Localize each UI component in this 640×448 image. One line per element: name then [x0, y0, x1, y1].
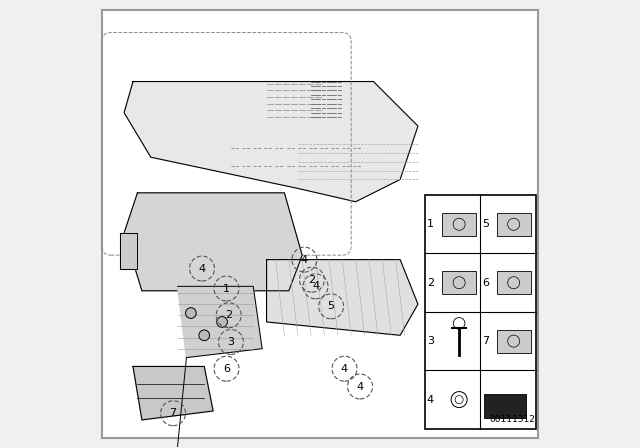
Polygon shape — [124, 193, 302, 291]
FancyBboxPatch shape — [442, 271, 476, 294]
FancyBboxPatch shape — [484, 394, 525, 418]
FancyBboxPatch shape — [102, 10, 538, 438]
Text: 4: 4 — [356, 382, 364, 392]
Circle shape — [186, 308, 196, 319]
Text: 5: 5 — [328, 302, 335, 311]
Text: 2: 2 — [308, 275, 316, 284]
Text: 6: 6 — [483, 278, 490, 288]
Text: 7: 7 — [483, 336, 490, 346]
Text: 5: 5 — [483, 219, 490, 229]
Text: 7: 7 — [170, 408, 177, 418]
Polygon shape — [120, 233, 138, 268]
Circle shape — [199, 330, 209, 340]
Polygon shape — [177, 286, 262, 358]
Text: 00111312: 00111312 — [489, 415, 535, 424]
Text: 1: 1 — [427, 219, 434, 229]
Text: 4: 4 — [301, 254, 308, 265]
Polygon shape — [267, 260, 418, 335]
Circle shape — [217, 317, 227, 327]
Text: 2: 2 — [225, 310, 232, 320]
FancyBboxPatch shape — [497, 271, 531, 294]
Text: 1: 1 — [223, 284, 230, 293]
Text: 4: 4 — [427, 395, 434, 405]
FancyBboxPatch shape — [497, 330, 531, 353]
Text: 4: 4 — [312, 281, 319, 291]
Text: 4: 4 — [341, 364, 348, 374]
Text: 3: 3 — [227, 337, 234, 347]
Text: 3: 3 — [427, 336, 434, 346]
Text: 6: 6 — [223, 364, 230, 374]
Text: 2: 2 — [427, 278, 434, 288]
Polygon shape — [124, 82, 418, 202]
Text: 4: 4 — [198, 263, 205, 274]
FancyBboxPatch shape — [497, 213, 531, 236]
Polygon shape — [133, 366, 213, 420]
FancyBboxPatch shape — [442, 213, 476, 236]
FancyBboxPatch shape — [424, 195, 536, 429]
